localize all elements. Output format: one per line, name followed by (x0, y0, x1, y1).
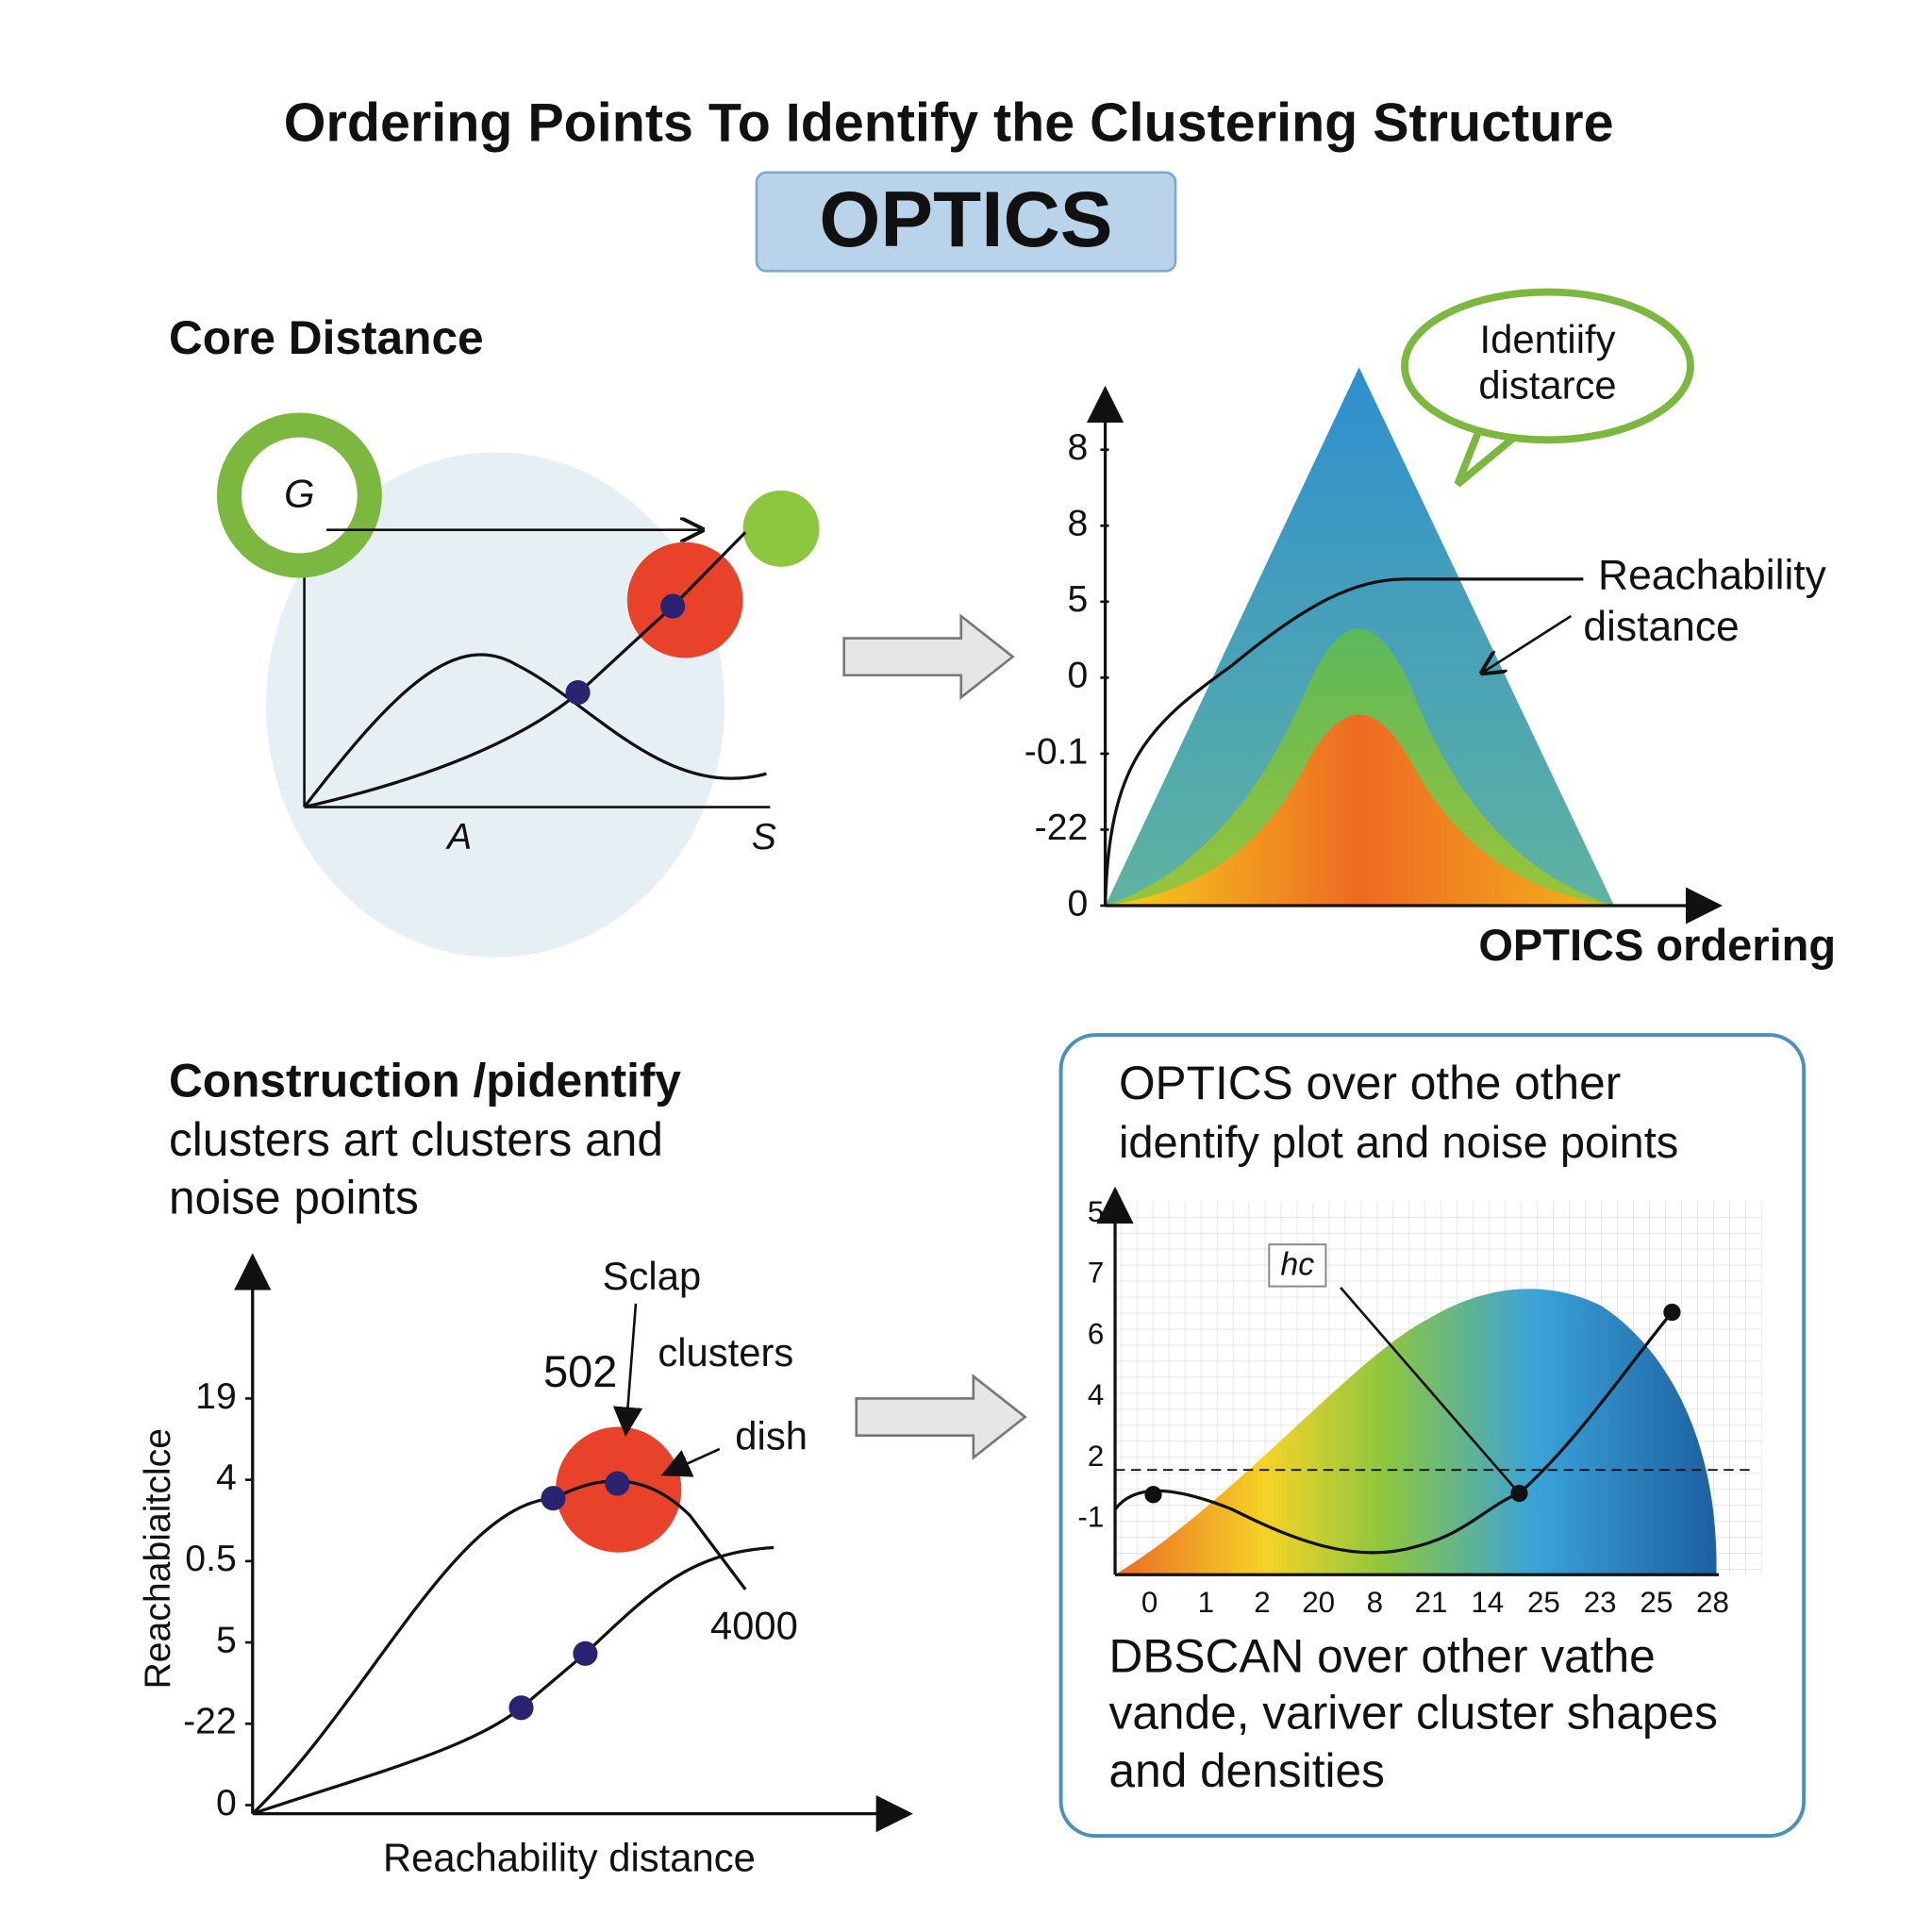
x-tick-label: 25 (1527, 1586, 1560, 1619)
x-tick-label: 21 (1415, 1586, 1448, 1619)
flow-arrow (842, 613, 1015, 700)
annotation: clusters (658, 1330, 793, 1374)
x-tick-label: 1 (1198, 1586, 1214, 1619)
dot (605, 1471, 630, 1496)
annotation: dish (735, 1414, 808, 1458)
point-label: A (445, 817, 472, 858)
curve (252, 1545, 774, 1816)
dot (1510, 1484, 1528, 1503)
y-tick-label: 2 (1088, 1440, 1104, 1473)
core-region (266, 452, 724, 958)
construction-heading: Construction /pidentify (169, 1054, 681, 1107)
y-title: Reachabiaitclce (138, 1428, 178, 1690)
x-tick-label: 2 (1254, 1586, 1270, 1619)
y-tick-label: 4 (216, 1457, 237, 1498)
comparison-heading: identify plot and noise points (1119, 1117, 1678, 1167)
y-tick-label: 5 (1068, 579, 1089, 620)
y-tick-label: -0.1 (1024, 731, 1089, 772)
title: Ordering Points To Identify the Clusteri… (284, 93, 1614, 154)
y-tick-label: 8 (1068, 427, 1089, 468)
y-tick-label: 0 (216, 1783, 237, 1824)
bubble (1401, 288, 1694, 444)
y-tick-label: 6 (1088, 1317, 1104, 1350)
comparison-footer: vande, variver cluster shapes (1109, 1687, 1718, 1740)
y-tick-label: 8 (1068, 504, 1089, 544)
x-tick-label: 0 (1141, 1586, 1158, 1619)
arrow (612, 1303, 643, 1437)
badge-box (755, 171, 1177, 273)
curve (1113, 1310, 1674, 1555)
leader (1340, 1287, 1521, 1494)
reach-curve (1103, 577, 1584, 907)
y-tick-label: 0 (1068, 656, 1089, 696)
point-label: S (752, 817, 776, 858)
core-heading: Core Distance (169, 311, 484, 364)
green-point (742, 490, 820, 567)
curve (303, 653, 767, 808)
dot (1144, 1486, 1162, 1504)
x-title: Reachability distance (383, 1835, 756, 1879)
annotation: 4000 (710, 1604, 798, 1648)
x-tick-label: 20 (1302, 1586, 1335, 1619)
bubble-text: distarce (1478, 362, 1616, 407)
dot (660, 593, 686, 619)
bubble-text: Identiify (1479, 317, 1615, 361)
curve (251, 1479, 747, 1815)
flow-arrow (855, 1374, 1027, 1460)
dot (1663, 1303, 1681, 1322)
construction-text: noise points (169, 1172, 419, 1224)
dot (508, 1695, 534, 1721)
construction-text: clusters art clusters and (169, 1113, 663, 1166)
comparison-heading: OPTICS over othe other (1119, 1057, 1621, 1109)
badge: OPTICS (819, 175, 1112, 263)
x-tick-label: 8 (1367, 1586, 1383, 1619)
arrow (1482, 614, 1573, 673)
comparison-footer: and densities (1109, 1744, 1385, 1797)
annotation: 502 (543, 1346, 617, 1396)
y-tick-label: 0.5 (185, 1539, 236, 1579)
comparison-footer: DBSCAN over other vathe (1109, 1629, 1656, 1682)
red-point (626, 541, 743, 658)
point-label: G (284, 471, 315, 515)
dot (541, 1486, 566, 1511)
y-tick-label: -22 (183, 1702, 237, 1742)
reach-area (1105, 714, 1615, 906)
y-tick-label: 5 (1088, 1195, 1104, 1228)
annotation: distance (1583, 604, 1739, 650)
y-tick-label: 0 (1068, 883, 1089, 924)
arrow (660, 1447, 721, 1477)
y-tick-label: -1 (1077, 1501, 1104, 1534)
y-tick-label: 4 (1088, 1378, 1104, 1411)
marker-box (1268, 1243, 1327, 1288)
y-tick-label: 7 (1088, 1257, 1104, 1290)
dot (573, 1641, 598, 1666)
x-tick-label: 28 (1696, 1586, 1729, 1619)
annotation: Reachability (1598, 552, 1827, 598)
marker: hc (1280, 1247, 1314, 1283)
x-tick-label: 25 (1640, 1586, 1673, 1619)
x-tick-label: 14 (1471, 1586, 1504, 1619)
annotation: Sclap (603, 1254, 702, 1298)
y-tick-label: 5 (216, 1620, 237, 1660)
density-area (1115, 1289, 1717, 1575)
x-label: OPTICS ordering (1478, 920, 1836, 970)
dot (565, 679, 591, 706)
y-tick-label: -22 (1035, 808, 1089, 848)
bubble-tail (1454, 429, 1519, 488)
x-tick-label: 23 (1584, 1586, 1617, 1619)
y-tick-label: 19 (195, 1376, 237, 1417)
